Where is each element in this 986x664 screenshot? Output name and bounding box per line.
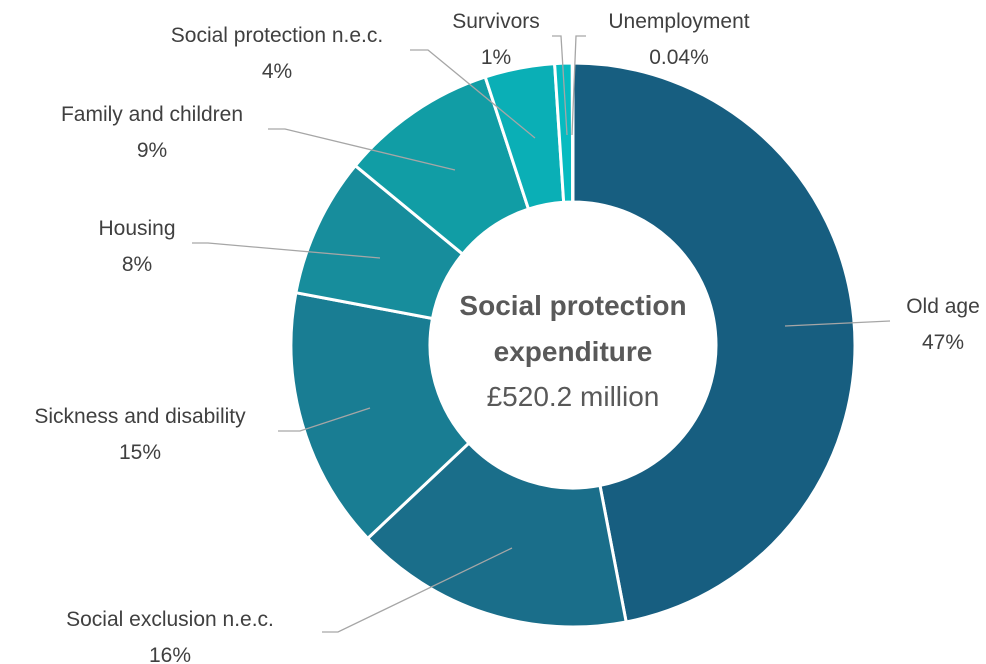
slices-layer [289,61,857,629]
slice-label-name: Sickness and disability [34,405,246,428]
center-label: Social protection expenditure £520.2 mil… [459,290,686,412]
slice-label-name: Social exclusion n.e.c. [66,608,274,631]
leader-line-1 [784,320,891,327]
slice-old-age [571,61,857,624]
slice-label-name: Survivors [452,10,540,33]
slice-label-name: Social protection n.e.c. [171,24,383,47]
slice-label-name: Housing [98,217,175,240]
labels-layer: Old age 47% Social exclusion n.e.c. 16% Sick… [34,10,979,664]
slice-label-name: Family and children [61,103,243,126]
leader-line-8 [571,35,586,136]
leader-line-2 [322,547,513,633]
slice-label-percent: 4% [262,60,292,83]
slice-label-name: Old age [906,295,980,318]
center-title-line-1: Social protection [459,290,686,321]
slice-social-exclusion-n-e-c [365,440,628,629]
slice-label-percent: 9% [137,139,167,162]
leader-lines-layer [192,35,891,633]
leader-line-5 [268,128,456,171]
center-title-line-2: expenditure [494,336,653,367]
leader-line-3 [278,407,371,432]
slice-label-percent: 0.04% [649,46,709,69]
slice-label-name: Unemployment [608,10,749,33]
leader-line-7 [552,35,568,136]
leader-line-4 [192,242,381,259]
center-total-value: £520.2 million [487,381,660,412]
slice-label-percent: 1% [481,46,511,69]
slice-sickness-and-disability [289,290,472,541]
leader-line-6 [410,49,536,139]
slice-label-percent: 8% [122,253,152,276]
slice-label-percent: 15% [119,441,161,464]
slice-label-percent: 47% [922,331,964,354]
slice-label-percent: 16% [149,644,191,664]
